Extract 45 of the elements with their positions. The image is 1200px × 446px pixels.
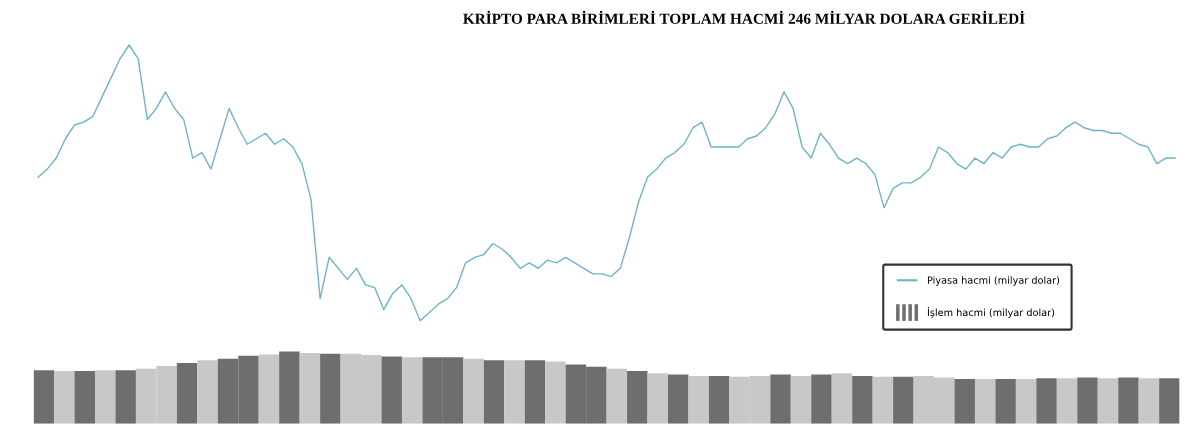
bar [74, 370, 95, 424]
bar [627, 370, 648, 424]
bar [176, 363, 198, 424]
bar [115, 370, 136, 424]
bar [94, 370, 116, 424]
bar [1077, 377, 1098, 424]
bar [606, 368, 628, 424]
bar [1015, 378, 1037, 424]
bar [974, 378, 996, 424]
bar [279, 351, 300, 424]
bar [1056, 378, 1078, 424]
bar [831, 373, 853, 424]
bar [688, 376, 709, 424]
bar [381, 356, 402, 424]
bar [54, 370, 75, 424]
bar [545, 361, 566, 424]
bar [893, 376, 914, 424]
bar [1097, 378, 1119, 424]
bar [524, 360, 546, 424]
bar [1036, 378, 1057, 424]
bar [1138, 378, 1160, 424]
bar [258, 354, 280, 424]
bar [811, 374, 832, 424]
bar [1159, 378, 1180, 424]
bar [463, 358, 484, 424]
bar [197, 360, 218, 424]
bar [33, 370, 55, 424]
bar [852, 376, 873, 424]
bar [667, 374, 689, 424]
bar [299, 352, 321, 424]
bar [708, 376, 730, 424]
bar [483, 360, 505, 424]
bar [647, 373, 668, 424]
bar [790, 376, 812, 424]
legend-label: Piyasa hacmi (milyar dolar) [927, 276, 1060, 286]
bar [954, 378, 975, 424]
legend-label: İşlem hacmi (milyar dolar) [927, 307, 1055, 318]
bar [1118, 377, 1139, 424]
bar [995, 378, 1016, 424]
bar [770, 374, 791, 424]
bar [401, 357, 423, 424]
bar [872, 376, 894, 424]
bar [320, 353, 341, 424]
bar [504, 360, 525, 424]
chart-title: KRİPTO PARA BİRİMLERİ TOPLAM HACMİ 246 MİLYAR DOLARA GERİLEDİ [463, 10, 1025, 24]
